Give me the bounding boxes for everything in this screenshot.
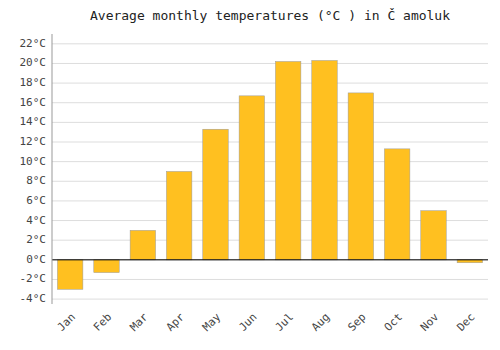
grid-line [52, 43, 488, 44]
y-tick-label: 0°C [26, 253, 46, 266]
y-tick-labels: -4°C -2°C 0°C 2°C 4°C 6°C 8°C 10°C 12°C 14°C 16°C 1… [20, 37, 47, 305]
bar [348, 93, 373, 260]
y-tick-label: -4°C [20, 292, 47, 305]
x-tick-label: Feb [91, 311, 114, 334]
bar [239, 96, 264, 260]
x-tick-label: Jul [273, 311, 296, 334]
x-tick-labels: Jan Feb Mar Apr May Jun Jul Aug Sep Oct Nov Dec [55, 310, 478, 334]
x-tick-label: Sep [345, 311, 368, 334]
x-tick-label: Dec [454, 311, 477, 334]
x-tick-label: May [200, 310, 224, 334]
y-tick-label: -2°C [20, 272, 47, 285]
x-tick-label: Apr [164, 310, 188, 334]
background [0, 0, 500, 350]
page: {"chart_data": {"type": "bar", "title": … [0, 0, 500, 350]
bar [130, 230, 155, 259]
y-axis-line [52, 34, 53, 304]
y-tick-label: 10°C [20, 155, 47, 168]
x-tick-label: Jun [236, 311, 259, 334]
zero-line-group [52, 259, 488, 260]
bar [203, 129, 228, 260]
y-tick-label: 6°C [26, 194, 46, 207]
y-tick-label: 2°C [26, 233, 46, 246]
bar [384, 149, 409, 260]
grid-line [52, 83, 488, 84]
grid-line [52, 122, 488, 123]
zero-line [52, 259, 488, 260]
x-tick-label: Mar [127, 310, 151, 334]
grid-line [52, 299, 488, 300]
y-tick-label: 8°C [26, 174, 46, 187]
bar [312, 61, 337, 260]
x-tick-label: Nov [418, 310, 442, 334]
bars [57, 61, 482, 290]
chart: -4°C -2°C 0°C 2°C 4°C 6°C 8°C 10°C 12°C 14°C 16°C 1… [0, 0, 500, 350]
grid-line [52, 279, 488, 280]
y-tick-label: 20°C [20, 56, 47, 69]
grid-line [52, 259, 488, 260]
y-tick-label: 22°C [20, 37, 47, 50]
y-tick-label: 18°C [20, 76, 47, 89]
grid-line [52, 200, 488, 201]
y-tick-label: 4°C [26, 214, 46, 227]
grid-line [52, 142, 488, 143]
grid-line [52, 63, 488, 64]
x-tick-label: Oct [382, 311, 405, 334]
grid-line [52, 181, 488, 182]
bar [166, 171, 191, 259]
bar [57, 260, 82, 289]
y-tick-label: 16°C [20, 96, 47, 109]
bar [421, 211, 446, 260]
grid-line [52, 161, 488, 162]
grid [52, 44, 488, 299]
grid-line [52, 102, 488, 103]
x-tick-label: Jan [55, 311, 78, 334]
y-tick-label: 14°C [20, 115, 47, 128]
y-tick-label: 12°C [20, 135, 47, 148]
title: Average monthly temperatures (°C ) in Č … [90, 8, 450, 23]
bar [94, 260, 119, 273]
x-tick-label: Aug [309, 311, 332, 334]
bar [275, 61, 300, 259]
